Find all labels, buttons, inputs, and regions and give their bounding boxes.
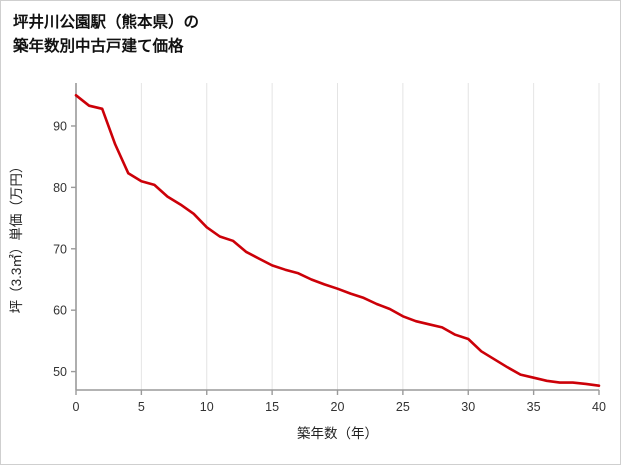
x-tick-label: 35 xyxy=(527,400,541,414)
chart-svg: 0 5 10 15 20 25 30 35 40 50 60 70 80 90 築年数（年） 坪（3.3㎡）単… xyxy=(9,83,606,441)
chart-title: 坪井川公園駅（熊本県）の 築年数別中古戸建て価格 xyxy=(1,1,620,59)
gridlines xyxy=(140,83,600,390)
x-tick-label: 0 xyxy=(73,400,80,414)
y-tick-label: 90 xyxy=(53,119,67,133)
x-axis: 0 5 10 15 20 25 30 35 40 xyxy=(73,390,606,414)
chart-area: 0 5 10 15 20 25 30 35 40 50 60 70 80 90 築年数（年） 坪（3.3㎡）単… xyxy=(1,73,620,464)
x-tick-label: 10 xyxy=(200,400,214,414)
x-tick-label: 40 xyxy=(592,400,606,414)
x-tick-label: 30 xyxy=(461,400,475,414)
price-line-series xyxy=(74,93,601,388)
y-tick-label: 80 xyxy=(53,181,67,195)
chart-title-line1: 坪井川公園駅（熊本県）の xyxy=(13,14,200,31)
y-tick-label: 50 xyxy=(53,365,67,379)
chart-title-line2: 築年数別中古戸建て価格 xyxy=(13,38,184,56)
y-tick-label: 60 xyxy=(53,304,67,318)
x-tick-label: 20 xyxy=(331,400,345,414)
x-tick-label: 25 xyxy=(396,400,410,414)
y-tick-label: 70 xyxy=(53,242,67,256)
x-tick-label: 15 xyxy=(265,400,279,414)
y-axis: 50 60 70 80 90 xyxy=(53,119,76,379)
y-axis-label: 坪（3.3㎡）単価（万円） xyxy=(9,160,24,314)
x-axis-label: 築年数（年） xyxy=(297,426,378,441)
x-tick-label: 5 xyxy=(138,400,145,414)
